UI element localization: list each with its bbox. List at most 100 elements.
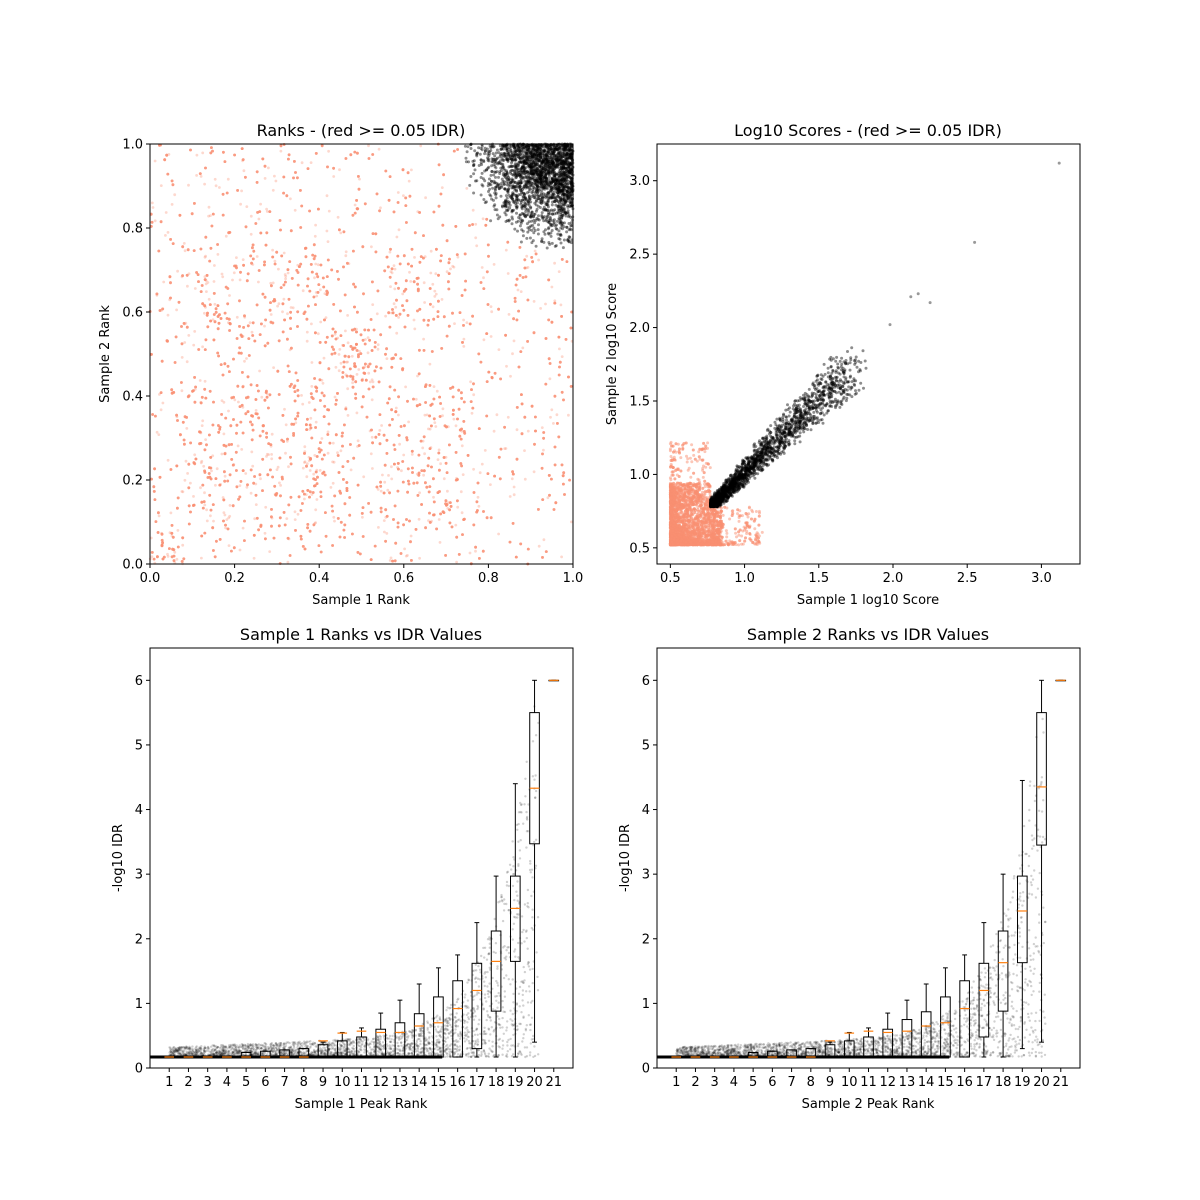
rank-point <box>200 556 203 560</box>
rank-point <box>164 211 168 214</box>
rank-point <box>506 415 510 419</box>
rank-point <box>415 404 419 408</box>
rank-point <box>155 293 159 297</box>
rank-point <box>270 516 274 520</box>
rank-point <box>476 481 480 485</box>
rank-point <box>187 272 191 276</box>
rank-point <box>531 260 534 264</box>
rank-point <box>380 424 383 427</box>
rank-point <box>325 194 329 198</box>
rank-point <box>456 478 459 481</box>
rank-point <box>382 491 386 495</box>
rank-point <box>263 531 267 535</box>
rank-point <box>251 263 255 266</box>
rank-point <box>313 521 317 525</box>
rank-point <box>304 423 308 427</box>
rank-point <box>394 406 398 410</box>
rank-point <box>384 314 387 318</box>
rank-point <box>406 262 410 266</box>
rank-point <box>227 516 231 520</box>
rank-point <box>241 258 245 261</box>
rank-point <box>343 293 347 297</box>
rank-point <box>249 232 253 236</box>
rank-point <box>369 452 373 456</box>
rank-point <box>185 360 189 364</box>
rank-point <box>211 318 215 322</box>
rank-point <box>375 312 379 316</box>
rank-point <box>355 411 359 415</box>
rank-point <box>485 332 489 335</box>
rank-point <box>339 231 343 235</box>
rank-point <box>241 159 245 163</box>
rank-point <box>151 206 155 209</box>
rank-point <box>213 264 216 267</box>
rank-point <box>542 448 545 452</box>
rank-point <box>223 513 227 517</box>
rank-point <box>570 310 574 314</box>
rank-point <box>232 271 236 275</box>
rank-point <box>157 514 161 518</box>
rank-point <box>249 214 253 218</box>
rank-point <box>228 294 231 297</box>
rank-point <box>367 371 371 375</box>
rank-point <box>446 425 450 429</box>
rank-point <box>327 209 331 213</box>
rank-point <box>364 378 368 382</box>
rank-point <box>423 255 427 259</box>
rank-point <box>558 347 561 351</box>
rank-point <box>223 451 227 455</box>
rank-point <box>557 335 561 339</box>
rank-point <box>265 452 269 456</box>
rank-point <box>388 325 392 329</box>
rank-point <box>435 247 438 251</box>
rank-point <box>326 240 330 244</box>
rank-point <box>560 390 564 394</box>
rank-point <box>181 543 185 547</box>
rank-point <box>433 295 437 298</box>
rank-point <box>168 275 172 279</box>
rank-point <box>344 354 348 358</box>
rank-point <box>451 264 455 268</box>
rank-point <box>398 262 402 266</box>
rank-point <box>264 243 268 247</box>
rank-point <box>544 550 548 553</box>
rank-point <box>194 457 198 461</box>
rank-point <box>417 372 421 376</box>
rank-point <box>245 485 249 489</box>
rank-point <box>207 205 211 209</box>
rank-point <box>409 534 413 538</box>
rank-point <box>237 351 241 355</box>
rank-point <box>336 392 339 395</box>
rank-point <box>315 386 319 390</box>
rank-point <box>171 183 175 187</box>
rank-point <box>385 357 389 360</box>
rank-point <box>337 353 341 356</box>
rank-point <box>205 290 208 293</box>
rank-point <box>296 263 300 267</box>
rank-point <box>306 526 309 530</box>
rank-point <box>304 493 308 496</box>
rank-point <box>534 429 537 433</box>
rank-point <box>516 288 520 292</box>
rank-point <box>383 269 387 273</box>
rank-point <box>412 318 416 322</box>
rank-point <box>306 277 310 281</box>
rank-point <box>307 401 311 404</box>
rank-point <box>495 413 499 417</box>
rank-point <box>465 321 469 324</box>
rank-point <box>222 400 226 404</box>
rank-point <box>444 455 448 459</box>
rank-point <box>252 556 256 560</box>
rank-point <box>261 292 265 296</box>
rank-point <box>185 427 189 430</box>
rank-point <box>354 365 357 369</box>
rank-point <box>167 153 171 156</box>
rank-point <box>169 511 173 515</box>
rank-point <box>460 444 464 448</box>
rank-point <box>466 454 470 457</box>
rank-point <box>353 203 357 207</box>
rank-point <box>254 409 258 412</box>
rank-point <box>471 208 475 212</box>
rank-point <box>503 447 507 450</box>
rank-point <box>265 210 269 213</box>
